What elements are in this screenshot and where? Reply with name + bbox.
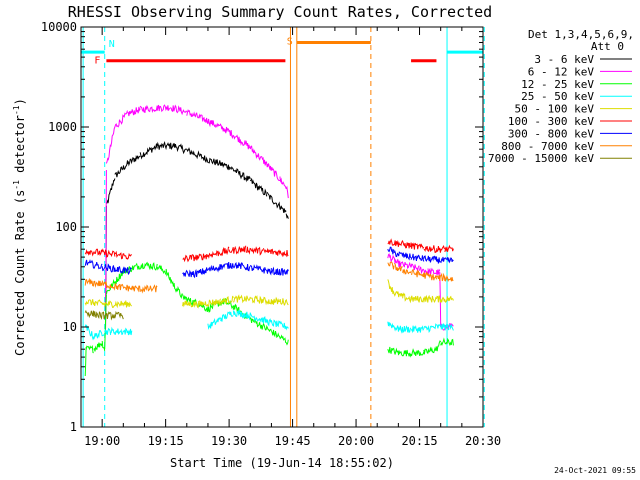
x-axis-title: Start Time (19-Jun-14 18:55:02) xyxy=(170,456,394,470)
flag-F-label: F xyxy=(94,56,100,67)
y-axis-title-sup2: -1 xyxy=(12,105,21,115)
y-axis-title-mid: detector xyxy=(13,115,27,180)
x-tick-label: 19:45 xyxy=(275,434,311,448)
y-axis-ticks: 1 10 100 1000 10000 xyxy=(41,20,483,434)
legend-entry-label: 800 - 7000 keV xyxy=(501,140,594,153)
legend-entry-label: 6 - 12 keV xyxy=(528,65,595,78)
x-tick-label: 20:15 xyxy=(401,434,437,448)
plot-content: NF S xyxy=(81,27,485,427)
footer-date: 24-Oct-2021 09:55 xyxy=(554,466,636,475)
y-tick-label: 1 xyxy=(70,420,77,434)
legend-entry-label: 12 - 25 keV xyxy=(521,78,594,91)
y-tick-label: 10000 xyxy=(41,20,77,34)
x-axis-ticks: 19:00 19:15 19:30 19:45 20:00 20:15 20:30 xyxy=(80,27,501,448)
legend-entry-label: 25 - 50 keV xyxy=(521,90,594,103)
series-line-7 xyxy=(84,261,454,294)
y-tick-label: 10 xyxy=(63,320,77,334)
y-axis-title-main: Corrected Count Rate (s xyxy=(13,190,27,356)
series-line-1 xyxy=(105,104,454,331)
series-line-4 xyxy=(84,279,454,309)
legend-entry-label: 50 - 100 keV xyxy=(515,103,595,116)
legend-entry-label: 3 - 6 keV xyxy=(534,53,594,66)
flag-S-label: S xyxy=(287,36,293,47)
x-tick-label: 20:00 xyxy=(338,434,374,448)
x-tick-label: 19:00 xyxy=(84,434,120,448)
y-axis-title-end: ) xyxy=(13,98,27,105)
x-tick-label: 19:15 xyxy=(148,434,184,448)
y-tick-label: 1000 xyxy=(48,120,77,134)
legend-entry-label: 300 - 800 keV xyxy=(508,127,594,140)
x-tick-label: 20:30 xyxy=(465,434,501,448)
x-tick-label: 19:30 xyxy=(211,434,247,448)
series-line-8 xyxy=(84,309,124,321)
y-axis-title: Corrected Count Rate (s-1 detector-1) xyxy=(12,98,27,356)
legend-header-line2: Att 0 xyxy=(591,40,624,53)
legend-entry-label: 7000 - 15000 keV xyxy=(488,152,594,165)
series-line-5 xyxy=(84,238,454,263)
flag-N-label: N xyxy=(109,39,115,50)
series-line-3 xyxy=(84,309,454,341)
y-tick-label: 100 xyxy=(55,220,77,234)
y-axis-title-sup1: -1 xyxy=(12,180,21,190)
legend-header-line1: Det 1,3,4,5,6,9, xyxy=(528,28,634,41)
legend-entry-label: 100 - 300 keV xyxy=(508,115,594,128)
series-line-6 xyxy=(84,246,454,279)
chart-title: RHESSI Observing Summary Count Rates, Co… xyxy=(68,3,492,21)
